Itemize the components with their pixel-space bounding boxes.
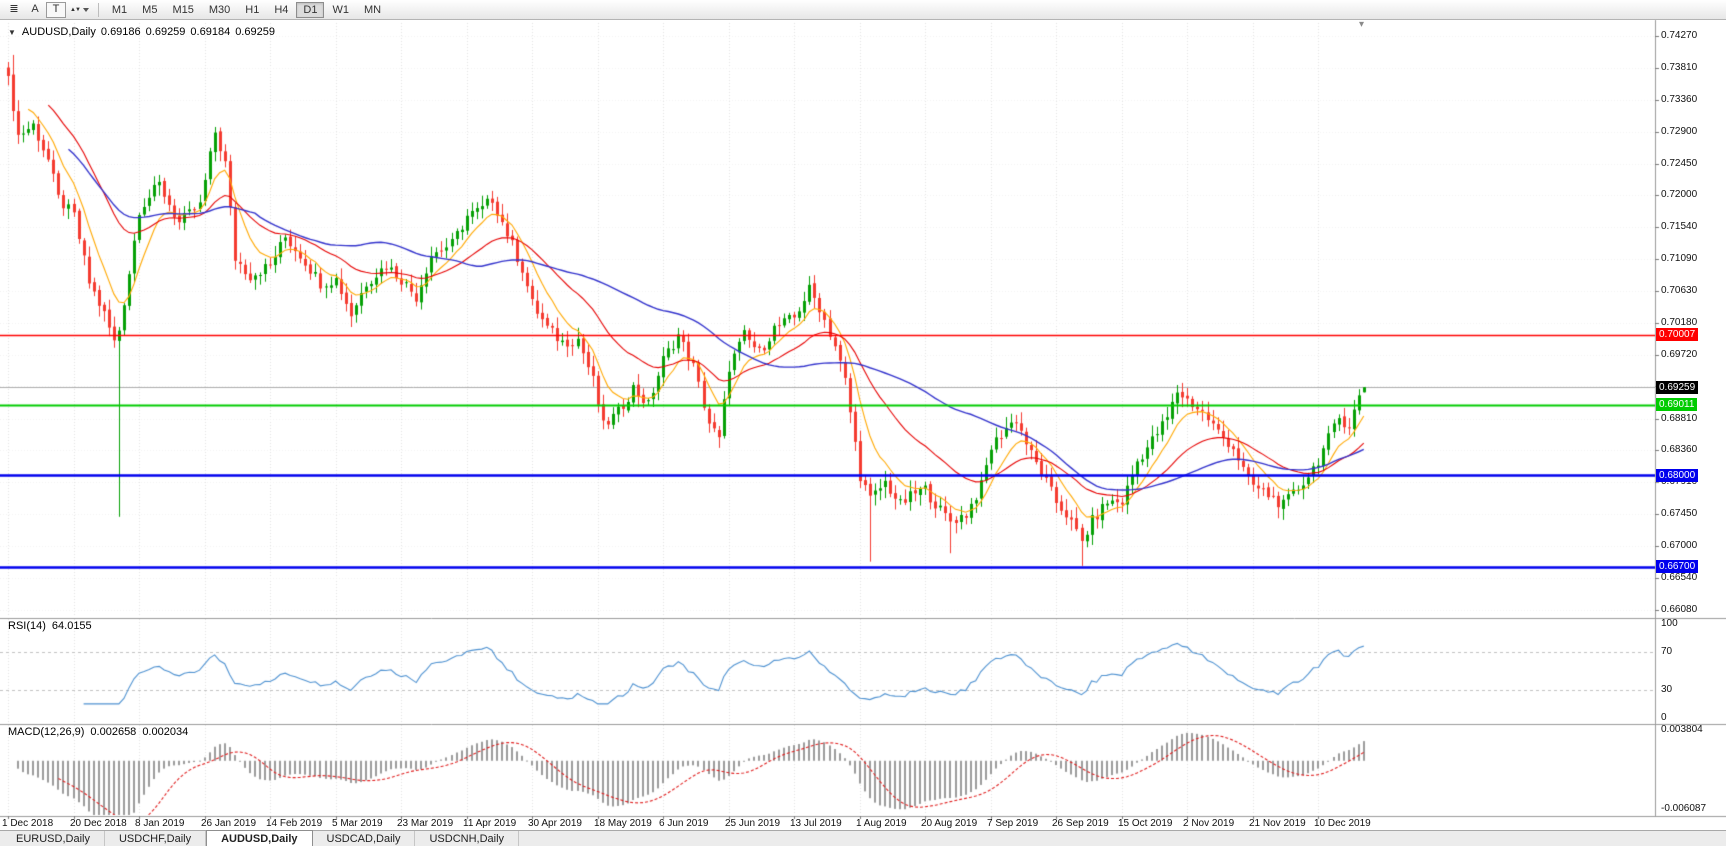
text-label-tool-icon-glyph: A (31, 3, 39, 15)
ohlc-low: 0.69184 (190, 26, 231, 38)
text-box-tool-icon-glyph: T (52, 3, 60, 15)
timeframe-button-mn[interactable]: MN (357, 2, 388, 18)
timeframe-button-m1[interactable]: M1 (105, 2, 134, 18)
price-axis-label: 0.67450 (1661, 508, 1698, 519)
price-axis-label: 0.68360 (1661, 444, 1698, 456)
date-label: 13 Jul 2019 (790, 818, 842, 829)
date-label: 14 Feb 2019 (266, 818, 323, 829)
chart-shift-marker-icon[interactable]: ▾ (1359, 19, 1365, 30)
date-label: 15 Oct 2019 (1118, 818, 1173, 829)
date-label: 26 Sep 2019 (1052, 818, 1109, 829)
price-axis-label: 0.67000 (1661, 539, 1698, 551)
date-label: 18 May 2019 (594, 818, 652, 829)
timeframe-button-w1[interactable]: W1 (325, 2, 356, 18)
top-toolbar: ≣ A T ▲▼ M1 M5 M15 M30 H1 H4 D1 W1 MN (0, 0, 1726, 20)
date-label: 11 Apr 2019 (463, 818, 517, 829)
cursor-lines-icon-glyph: ≣ (9, 3, 19, 15)
price-axis-label: 0.72450 (1661, 157, 1698, 169)
macd-indicator-label: MACD(12,26,9) 0.002658 0.002034 (8, 726, 188, 738)
rsi-level-label: 30 (1661, 683, 1673, 695)
date-label: 30 Apr 2019 (528, 818, 582, 829)
price-axis-label: 0.71090 (1661, 252, 1698, 264)
timeframe-toolbar: M1 M5 M15 M30 H1 H4 D1 W1 MN (105, 1, 388, 18)
price-marker-0.68000: 0.68000 (1656, 468, 1699, 482)
date-label: 1 Dec 2018 (2, 818, 54, 829)
symbol-title: AUDUSD,Daily (21, 26, 96, 38)
price-axis-label: 0.70180 (1661, 316, 1698, 328)
macd-name: MACD(12,26,9) (8, 726, 85, 738)
symbol-tab-usdcnh[interactable]: USDCNH,Daily (415, 831, 520, 846)
ohlc-open: 0.69186 (100, 26, 141, 38)
price-axis-label: 0.70630 (1661, 285, 1698, 297)
price-axis-label: 0.73810 (1661, 62, 1698, 74)
symbol-tab-usdcad[interactable]: USDCAD,Daily (313, 831, 416, 846)
date-label: 25 Jun 2019 (725, 818, 781, 829)
ohlc-high: 0.69259 (145, 26, 186, 38)
price-marker-0.66700: 0.66700 (1656, 560, 1699, 573)
macd-signal-value: 0.002034 (142, 726, 189, 738)
timeframe-button-h1[interactable]: H1 (238, 2, 266, 18)
price-marker-0.69259: 0.69259 (1656, 380, 1699, 394)
rsi-name: RSI(14) (8, 620, 46, 632)
date-label: 6 Jun 2019 (659, 818, 709, 829)
date-label: 10 Dec 2019 (1314, 818, 1371, 829)
price-axis-label: 0.68810 (1661, 412, 1698, 424)
date-label: 1 Aug 2019 (856, 818, 907, 829)
timeframe-button-m15[interactable]: M15 (165, 2, 200, 18)
symbol-tab-audusd[interactable]: AUDUSD,Daily (206, 830, 313, 846)
price-axis-label: 0.69720 (1661, 348, 1698, 360)
price-axis-label: 0.72900 (1661, 126, 1698, 137)
arrow-objects-dropdown-icon-glyph: ▲▼ (70, 6, 81, 13)
ohlc-close: 0.69259 (235, 26, 275, 38)
dropdown-caret-icon (82, 7, 89, 12)
date-label: 21 Nov 2019 (1249, 818, 1306, 829)
symbol-dropdown-icon[interactable]: ▼ (8, 27, 16, 37)
date-label: 20 Aug 2019 (921, 818, 978, 829)
price-axis-label: 0.73360 (1661, 93, 1698, 105)
date-label: 8 Jan 2019 (135, 818, 185, 829)
symbol-tab-usdchf[interactable]: USDCHF,Daily (105, 831, 207, 846)
text-box-tool-icon[interactable]: T (46, 1, 66, 18)
price-axis-label: 0.66080 (1661, 604, 1698, 615)
timeframe-button-m30[interactable]: M30 (202, 2, 237, 18)
date-label: 2 Nov 2019 (1183, 818, 1235, 829)
rsi-level-label: 100 (1661, 618, 1678, 629)
rsi-value: 64.0155 (51, 620, 92, 632)
arrow-objects-dropdown-icon[interactable]: ▲▼ (67, 2, 92, 18)
chart-header: ▼ AUDUSD,Daily 0.69186 0.69259 0.69184 0… (8, 26, 275, 38)
rsi-level-label: 70 (1661, 646, 1673, 658)
macd-axis-max-label: 0.003804 (1661, 724, 1703, 735)
date-label: 23 Mar 2019 (397, 818, 454, 829)
timeframe-button-d1[interactable]: D1 (296, 1, 325, 18)
symbol-tab-eurusd[interactable]: EURUSD,Daily (2, 831, 105, 846)
toolbar-separator (97, 2, 99, 17)
price-marker-0.69011: 0.69011 (1656, 398, 1698, 412)
date-label: 26 Jan 2019 (201, 818, 257, 829)
date-label: 7 Sep 2019 (987, 818, 1039, 829)
cursor-lines-icon[interactable]: ≣ (4, 2, 24, 18)
timeframe-button-h4[interactable]: H4 (267, 2, 295, 18)
timeframe-button-m5[interactable]: M5 (135, 2, 164, 18)
rsi-level-label: 0 (1661, 712, 1667, 723)
price-axis-label: 0.72000 (1661, 189, 1698, 201)
price-marker-0.70007: 0.70007 (1656, 328, 1699, 342)
macd-axis-min-label: -0.006087 (1661, 803, 1707, 814)
macd-main-value: 0.002658 (90, 726, 137, 738)
price-axis-label: 0.66540 (1661, 571, 1698, 583)
date-label: 5 Mar 2019 (332, 818, 383, 829)
chart-tab-bar: EURUSD,Daily USDCHF,Daily AUDUSD,Daily USDC… (0, 830, 1726, 846)
date-label: 20 Dec 2018 (70, 818, 127, 829)
rsi-indicator-label: RSI(14) 64.0155 (8, 620, 92, 632)
text-label-tool-icon[interactable]: A (25, 2, 45, 18)
price-axis-label: 0.71540 (1661, 221, 1698, 233)
price-axis-label: 0.74270 (1661, 30, 1698, 41)
line-tools-group: ≣ A T ▲▼ (4, 1, 92, 18)
